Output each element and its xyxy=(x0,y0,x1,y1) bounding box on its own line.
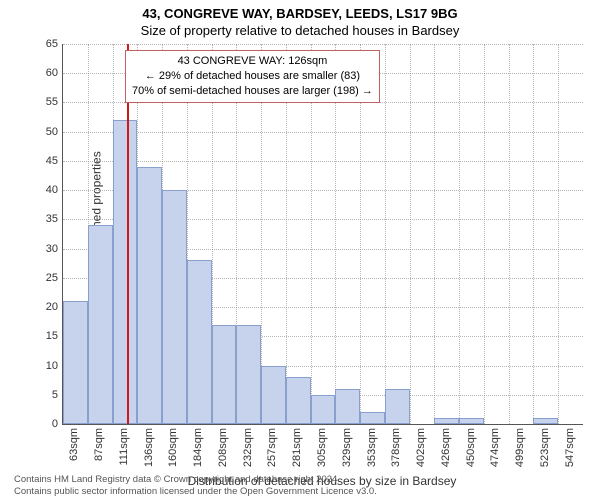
x-tick: 474sqm xyxy=(489,428,501,467)
x-tick: 547sqm xyxy=(564,428,576,467)
gridline xyxy=(63,161,583,162)
v-gridline xyxy=(509,44,510,424)
x-tick: 329sqm xyxy=(341,428,353,467)
x-tick: 136sqm xyxy=(143,428,155,467)
footer-attribution: Contains HM Land Registry data © Crown c… xyxy=(0,474,600,498)
histogram-bar xyxy=(385,389,410,424)
y-tick: 15 xyxy=(28,330,58,342)
x-tick: 281sqm xyxy=(291,428,303,467)
x-tick: 257sqm xyxy=(266,428,278,467)
footer-line-2: Contains public sector information licen… xyxy=(14,486,600,498)
v-gridline xyxy=(533,44,534,424)
y-tick: 55 xyxy=(28,96,58,108)
y-tick: 40 xyxy=(28,184,58,196)
histogram-bar xyxy=(162,190,187,424)
y-tick: 10 xyxy=(28,360,58,372)
annotation-box: 43 CONGREVE WAY: 126sqm← 29% of detached… xyxy=(125,50,380,103)
v-gridline xyxy=(459,44,460,424)
footer-line-1: Contains HM Land Registry data © Crown c… xyxy=(14,474,600,486)
gridline xyxy=(63,102,583,103)
x-tick: 305sqm xyxy=(316,428,328,467)
histogram-bar xyxy=(236,325,261,424)
y-tick: 0 xyxy=(28,418,58,430)
histogram-bar xyxy=(335,389,360,424)
x-tick: 426sqm xyxy=(440,428,452,467)
annotation-line: 43 CONGREVE WAY: 126sqm xyxy=(132,54,373,69)
x-tick: 111sqm xyxy=(118,428,130,466)
histogram-bar xyxy=(88,225,113,424)
y-tick: 50 xyxy=(28,126,58,138)
histogram-bar xyxy=(533,418,558,424)
v-gridline xyxy=(558,44,559,424)
y-tick: 30 xyxy=(28,243,58,255)
x-tick: 378sqm xyxy=(390,428,402,467)
x-tick: 402sqm xyxy=(415,428,427,467)
histogram-bar xyxy=(187,260,212,424)
x-tick: 523sqm xyxy=(539,428,551,467)
histogram-bar xyxy=(311,395,336,424)
x-tick: 499sqm xyxy=(514,428,526,467)
annotation-line: ← 29% of detached houses are smaller (83… xyxy=(132,69,373,84)
annotation-line: 70% of semi-detached houses are larger (… xyxy=(132,84,373,99)
histogram-bar xyxy=(261,366,286,424)
x-tick: 160sqm xyxy=(167,428,179,467)
chart-area: Number of detached properties 43 CONGREV… xyxy=(62,44,582,424)
histogram-bar xyxy=(360,412,385,424)
histogram-bar xyxy=(459,418,484,424)
histogram-bar xyxy=(434,418,459,424)
x-tick: 353sqm xyxy=(366,428,378,467)
plot-area: 43 CONGREVE WAY: 126sqm← 29% of detached… xyxy=(62,44,583,425)
gridline xyxy=(63,132,583,133)
x-tick: 450sqm xyxy=(465,428,477,467)
gridline xyxy=(63,44,583,45)
x-tick: 208sqm xyxy=(217,428,229,467)
page-title: 43, CONGREVE WAY, BARDSEY, LEEDS, LS17 9… xyxy=(0,0,600,21)
x-tick: 87sqm xyxy=(93,428,105,461)
histogram-bar xyxy=(113,120,138,424)
histogram-bar xyxy=(286,377,311,424)
y-tick: 65 xyxy=(28,38,58,50)
y-tick: 35 xyxy=(28,213,58,225)
y-tick: 20 xyxy=(28,301,58,313)
x-tick: 63sqm xyxy=(68,428,80,461)
x-tick: 184sqm xyxy=(192,428,204,467)
histogram-bar xyxy=(63,301,88,424)
y-tick: 5 xyxy=(28,389,58,401)
v-gridline xyxy=(410,44,411,424)
histogram-bar xyxy=(137,167,162,424)
histogram-bar xyxy=(212,325,237,424)
y-tick: 60 xyxy=(28,67,58,79)
x-tick: 232sqm xyxy=(242,428,254,467)
y-tick: 45 xyxy=(28,155,58,167)
y-tick: 25 xyxy=(28,272,58,284)
v-gridline xyxy=(434,44,435,424)
v-gridline xyxy=(484,44,485,424)
v-gridline xyxy=(385,44,386,424)
page-subtitle: Size of property relative to detached ho… xyxy=(0,21,600,38)
